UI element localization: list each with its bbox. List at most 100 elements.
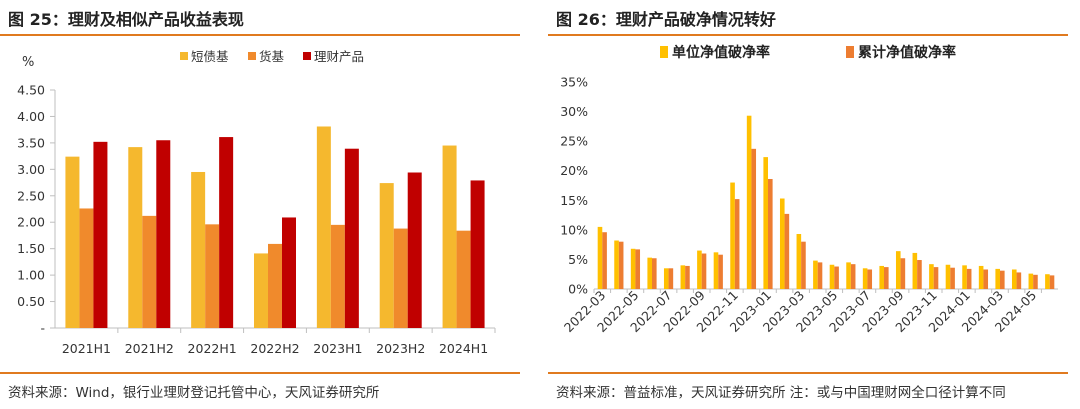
right-bar-累计净值破净率 <box>635 249 641 289</box>
right-bar-单位净值破净率 <box>796 233 802 289</box>
right-bar-单位净值破净率 <box>862 268 868 289</box>
left-title-rule <box>0 34 520 36</box>
left-bar-货基 <box>205 224 220 328</box>
right-bar-累计净值破净率 <box>784 213 790 289</box>
right-bar-累计净值破净率 <box>668 268 674 289</box>
left-bar-理财产品 <box>282 217 296 328</box>
left-bar-货基 <box>393 228 408 328</box>
left-x-tick-label: 2023H2 <box>376 341 425 356</box>
right-y-tick-label: 15% <box>560 193 588 208</box>
right-bar-累计净值破净率 <box>834 266 839 289</box>
right-y-tick-label: 25% <box>560 134 588 149</box>
right-bar-累计净值破净率 <box>602 232 607 289</box>
right-bar-累计净值破净率 <box>817 262 823 289</box>
left-y-tick-label: 2.00 <box>17 215 45 230</box>
left-bar-理财产品 <box>470 180 485 328</box>
right-bar-累计净值破净率 <box>801 241 806 289</box>
right-bar-累计净值破净率 <box>966 268 972 289</box>
left-bar-短债基 <box>254 253 268 328</box>
left-legend-swatch <box>248 52 256 60</box>
right-bar-累计净值破净率 <box>950 267 955 289</box>
right-bar-累计净值破净率 <box>983 269 989 289</box>
left-source-rule <box>0 372 520 374</box>
right-bar-单位净值破净率 <box>846 262 851 289</box>
left-y-tick-label: 4.00 <box>17 109 45 124</box>
left-bar-短债基 <box>65 156 80 328</box>
right-chart-panel: 图 26：理财产品破净情况转好 0% 5% 10% 15% 20% 25% 30% 35% 20… <box>548 0 1080 409</box>
left-bar-短债基 <box>316 126 331 328</box>
right-title-rule <box>548 34 1068 36</box>
right-chart-title: 图 26：理财产品破净情况转好 <box>556 10 776 29</box>
left-bar-货基 <box>268 243 282 328</box>
right-legend-label: 单位净值破净率 <box>672 44 770 61</box>
right-bar-单位净值破净率 <box>829 264 835 289</box>
right-legend-swatch <box>660 46 668 58</box>
right-bar-累计净值破净率 <box>734 199 740 289</box>
left-x-tick-label: 2021H2 <box>125 341 174 356</box>
right-bar-累计净值破净率 <box>850 264 856 289</box>
right-bar-单位净值破净率 <box>813 260 818 289</box>
left-bar-货基 <box>142 215 157 328</box>
right-bar-累计净值破净率 <box>652 258 657 289</box>
right-bar-单位净值破净率 <box>697 250 702 289</box>
right-bar-单位净值破净率 <box>895 251 901 289</box>
right-bar-单位净值破净率 <box>746 115 752 289</box>
left-x-tick-label: 2021H1 <box>62 341 111 356</box>
right-y-tick-label: 30% <box>560 104 588 119</box>
left-bar-理财产品 <box>219 137 234 328</box>
right-bar-累计净值破净率 <box>618 241 624 289</box>
left-legend-label: 短债基 <box>191 49 229 64</box>
right-bar-累计净值破净率 <box>751 148 757 289</box>
left-bar-货基 <box>330 224 345 328</box>
right-bar-单位净值破净率 <box>945 264 951 289</box>
right-y-tick-label: 20% <box>560 163 588 178</box>
right-bar-单位净值破净率 <box>779 198 785 289</box>
right-bar-累计净值破净率 <box>900 258 906 289</box>
right-bar-累计净值破净率 <box>884 267 889 289</box>
left-y-unit-label: % <box>22 55 34 70</box>
right-bar-单位净值破净率 <box>962 265 967 289</box>
right-source-rule <box>548 372 1068 374</box>
right-bar-单位净值破净率 <box>1045 274 1050 289</box>
right-bar-单位净值破净率 <box>929 264 934 289</box>
left-bar-理财产品 <box>156 140 171 328</box>
left-legend-swatch <box>180 52 188 60</box>
right-source-note: 资料来源：普益标准，天风证券研究所 注：或与中国理财网全口径计算不同 <box>556 385 1006 401</box>
right-bar-chart: 0%5%10%15%20%25%30%35%2022-032022-052022… <box>560 44 1058 335</box>
left-y-tick-label: 1.00 <box>17 268 45 283</box>
right-bar-单位净值破净率 <box>730 182 735 289</box>
left-bar-短债基 <box>379 183 394 328</box>
right-bar-累计净值破净率 <box>718 254 723 289</box>
left-y-tick-label: - <box>40 321 45 336</box>
right-bar-累计净值破净率 <box>768 178 773 289</box>
right-bar-累计净值破净率 <box>1000 270 1005 289</box>
left-legend-swatch <box>303 52 311 60</box>
left-bar-chart: % - 0.50 1.00 1.50 2.00 2.50 3.00 3.50 4.00 4.50 20… <box>17 49 496 356</box>
left-bar-理财产品 <box>407 172 422 328</box>
left-y-tick-label: 1.50 <box>17 241 45 256</box>
right-y-tick-label: 10% <box>560 222 588 237</box>
left-bar-理财产品 <box>93 141 108 328</box>
left-x-tick-label: 2023H1 <box>313 341 362 356</box>
left-y-tick-label: 3.50 <box>17 135 45 150</box>
right-bar-单位净值破净率 <box>680 265 686 289</box>
left-bar-货基 <box>456 230 471 328</box>
right-y-tick-label: 0% <box>568 282 588 297</box>
right-bar-单位净值破净率 <box>614 240 619 289</box>
left-chart-panel: 图 25：理财及相似产品收益表现 % - 0.50 1.00 1.50 2.00 2.50 3… <box>0 0 532 409</box>
right-legend-swatch <box>846 46 854 58</box>
left-legend-label: 理财产品 <box>314 49 364 64</box>
right-bar-单位净值破净率 <box>879 265 884 289</box>
right-bar-累计净值破净率 <box>867 269 873 289</box>
right-bar-单位净值破净率 <box>995 268 1000 289</box>
right-bar-累计净值破净率 <box>1016 272 1022 289</box>
left-source-note: 资料来源：Wind，银行业理财登记托管中心，天风证券研究所 <box>8 385 380 401</box>
left-y-tick-label: 3.00 <box>17 162 45 177</box>
right-bar-单位净值破净率 <box>630 248 636 289</box>
right-bar-单位净值破净率 <box>763 157 768 289</box>
right-bar-单位净值破净率 <box>713 252 719 289</box>
left-bar-短债基 <box>128 147 143 328</box>
right-bar-累计净值破净率 <box>1049 275 1055 289</box>
left-chart-title: 图 25：理财及相似产品收益表现 <box>8 10 244 29</box>
left-y-tick-label: 0.50 <box>17 294 45 309</box>
